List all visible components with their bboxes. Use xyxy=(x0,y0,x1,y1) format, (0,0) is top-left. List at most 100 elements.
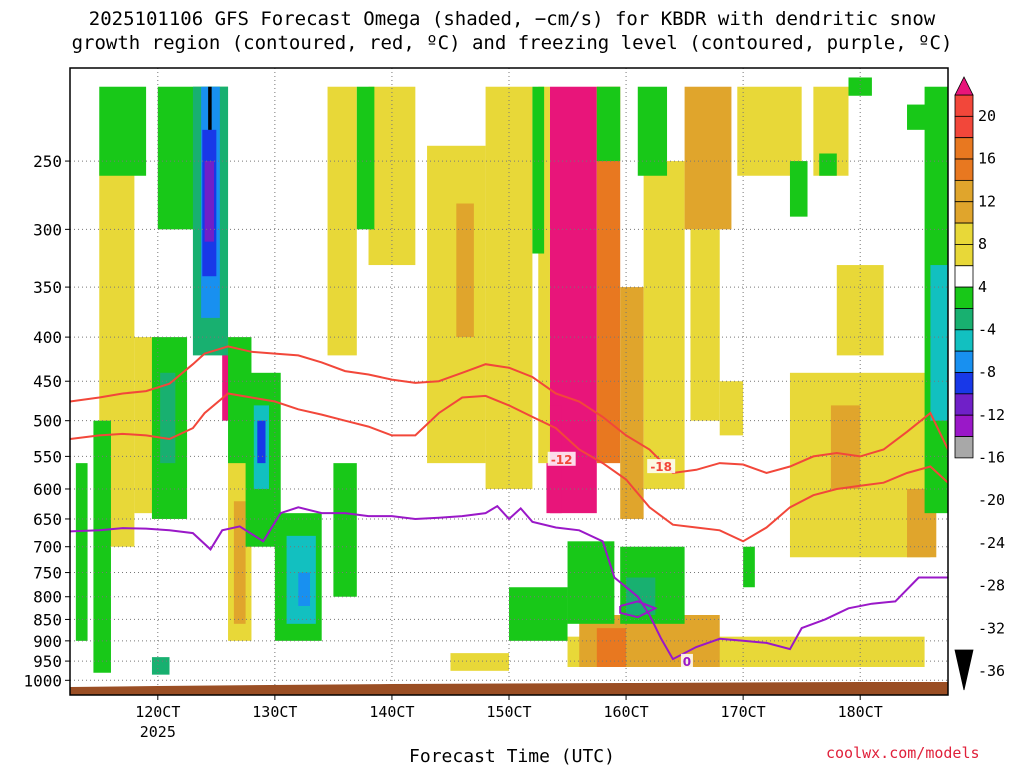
contour-dgz-18 xyxy=(70,345,948,475)
omega-shade-cell xyxy=(637,86,668,176)
omega-shade-cell xyxy=(848,77,872,96)
omega-shade-cell xyxy=(456,203,474,338)
colorbar-tick-label: 16 xyxy=(978,150,996,168)
omega-shade-cell xyxy=(356,86,375,230)
terrain-surface xyxy=(70,682,948,695)
colorbar-bin xyxy=(954,137,974,160)
omega-shade-cell xyxy=(160,372,176,464)
colorbar-tick-label: -24 xyxy=(978,534,1005,552)
x-tick-label: 120CT xyxy=(135,703,180,721)
omega-shade-cell xyxy=(596,86,621,464)
colorbar-tick-label: -16 xyxy=(978,449,1005,467)
credit-link[interactable]: coolwx.com/models xyxy=(826,744,980,762)
y-tick-label: 950 xyxy=(33,652,62,671)
omega-shade-cell xyxy=(208,86,212,130)
omega-shade-cell xyxy=(789,161,808,217)
y-tick-label: 650 xyxy=(33,510,62,529)
omega-shade-cell xyxy=(450,653,509,671)
colorbar-bin xyxy=(954,179,974,203)
omega-shade-cell xyxy=(532,86,545,254)
y-tick-label: 700 xyxy=(33,538,62,557)
contour-label-dgz-18: -18 xyxy=(650,460,672,474)
omega-shade-cell xyxy=(298,572,310,606)
contour-label-dgz-12: -12 xyxy=(551,453,573,467)
omega-shade-cell xyxy=(368,86,416,266)
colorbar-tick-label: -32 xyxy=(978,619,1005,637)
omega-shade-cell xyxy=(327,86,357,356)
omega-shade-cell xyxy=(538,86,550,464)
y-tick-label: 600 xyxy=(33,480,62,499)
x-tick-label: 130CT xyxy=(252,703,297,721)
omega-shade-cell xyxy=(819,153,837,176)
chart-title-line2: growth region (contoured, red, ºC) and f… xyxy=(71,32,953,54)
colorbar-tick-label: -8 xyxy=(978,363,996,381)
colorbar-bin xyxy=(954,94,974,117)
colorbar-bin xyxy=(954,265,974,288)
omega-shade-cell xyxy=(99,86,147,176)
colorbar-tick-label: -36 xyxy=(978,662,1005,680)
omega-shade-cell xyxy=(743,546,755,588)
colorbar-top-arrow xyxy=(954,76,974,96)
x-tick-label: 150CT xyxy=(486,703,531,721)
colorbar-bin xyxy=(954,158,974,181)
y-tick-label: 250 xyxy=(33,152,62,171)
omega-shade-cell xyxy=(830,405,861,489)
omega-shade-cell xyxy=(719,381,744,436)
omega-shade-cell xyxy=(509,587,568,641)
contour-label-bg xyxy=(647,459,676,474)
y-tick-label: 350 xyxy=(33,278,62,297)
y-tick-label: 1000 xyxy=(23,671,62,690)
omega-shade-cell xyxy=(596,86,621,162)
colorbar-bottom-arrow xyxy=(954,649,974,691)
x-tick-label: 160CT xyxy=(603,703,648,721)
omega-shade-cell xyxy=(643,161,685,489)
omega-shade-cell xyxy=(684,86,732,230)
contour-freezing-0 xyxy=(70,504,948,661)
y-tick-label: 750 xyxy=(33,564,62,583)
colorbar-tick-label: 8 xyxy=(978,235,987,253)
colorbar-tick-label: 12 xyxy=(978,192,996,210)
omega-shade-cell xyxy=(836,265,884,356)
colorbar-bin xyxy=(954,244,974,267)
colorbar-bin xyxy=(954,286,974,309)
omega-shade-cell xyxy=(257,420,266,464)
contour-label-bg xyxy=(680,653,693,668)
colorbar-bin xyxy=(954,308,974,331)
colorbar-bin xyxy=(954,372,974,395)
omega-shade-cell xyxy=(228,337,252,464)
x-axis-label: Forecast Time (UTC) xyxy=(409,746,615,767)
omega-shade-cell xyxy=(233,501,246,624)
x-tick-label: 140CT xyxy=(369,703,414,721)
omega-shade-cell xyxy=(151,657,170,675)
y-tick-label: 900 xyxy=(33,632,62,651)
contour-label-bg xyxy=(547,451,576,466)
x-tick-label: 180CT xyxy=(838,703,883,721)
y-tick-label: 400 xyxy=(33,328,62,347)
x-tick-label: 170CT xyxy=(721,703,766,721)
omega-shade-cell xyxy=(333,463,357,597)
chart-title-line1: 2025101106 GFS Forecast Omega (shaded, −… xyxy=(88,8,936,30)
contour-dgz-12 xyxy=(70,392,948,543)
y-tick-label: 550 xyxy=(33,447,62,466)
colorbar-tick-label: -4 xyxy=(978,320,996,338)
omega-shade-cell xyxy=(930,265,948,421)
colorbar-bin xyxy=(954,414,974,437)
colorbar-tick-label: -28 xyxy=(978,577,1005,595)
contour-freezing-0-loop xyxy=(619,600,658,619)
omega-shade-cell xyxy=(204,161,214,242)
x-tick-sublabel: 2025 xyxy=(140,723,176,741)
colorbar-bin xyxy=(954,115,974,139)
colorbar-bin xyxy=(954,201,974,224)
colorbar-bin xyxy=(954,329,974,352)
omega-shade-cell xyxy=(690,229,720,421)
colorbar-bin xyxy=(954,393,974,416)
contour-label-freezing-0: 0 xyxy=(683,655,691,669)
y-tick-label: 800 xyxy=(33,588,62,607)
y-tick-label: 300 xyxy=(33,220,62,239)
colorbar-tick-label: -12 xyxy=(978,406,1005,424)
omega-shade-cell xyxy=(596,628,627,667)
colorbar-bin xyxy=(954,350,974,373)
colorbar-tick-label: 4 xyxy=(978,278,987,296)
omega-shade-cell xyxy=(485,86,533,489)
